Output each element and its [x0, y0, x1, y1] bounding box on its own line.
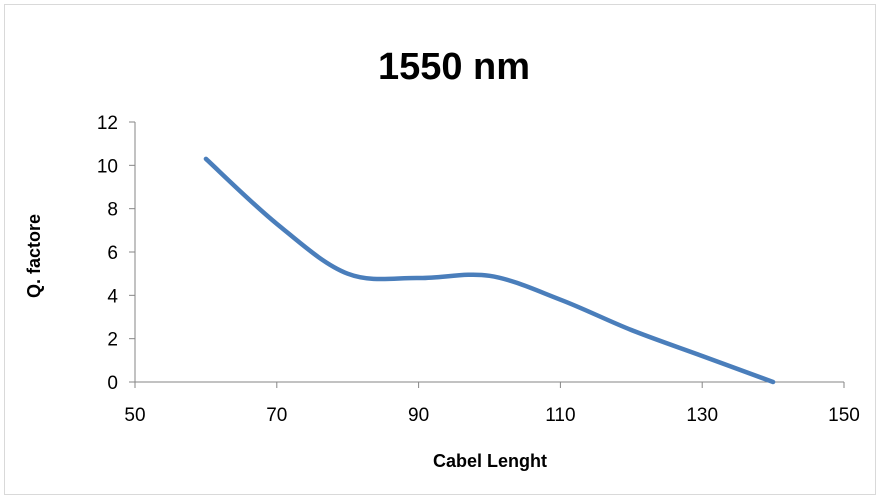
series-layer: [203, 156, 776, 385]
y-axis-title: Q. factore: [24, 214, 44, 298]
x-tick-label: 50: [124, 405, 145, 426]
axes: [134, 122, 844, 383]
chart-title: 1550 nm: [378, 46, 530, 88]
chart-frame: [4, 4, 876, 495]
x-tick-label: 130: [686, 405, 718, 426]
x-tick-label: 70: [266, 405, 287, 426]
y-tick-label: 4: [107, 286, 118, 307]
y-tick-label: 8: [107, 200, 118, 221]
x-tick-label: 90: [408, 405, 429, 426]
y-ticks: 0 2 4 6 8 10 12: [97, 113, 135, 394]
y-tick-label: 6: [107, 243, 118, 264]
y-tick-label: 10: [97, 156, 118, 177]
x-tick-label: 110: [545, 405, 575, 426]
y-tick-label: 0: [107, 373, 118, 394]
y-tick-label: 12: [97, 113, 118, 134]
x-ticks: 50 70 90 110 130 150: [124, 382, 860, 426]
x-axis-title: Cabel Lenght: [433, 451, 547, 471]
x-tick-label: 150: [828, 405, 860, 426]
series-line: [203, 156, 776, 385]
y-tick-label: 2: [107, 330, 118, 351]
